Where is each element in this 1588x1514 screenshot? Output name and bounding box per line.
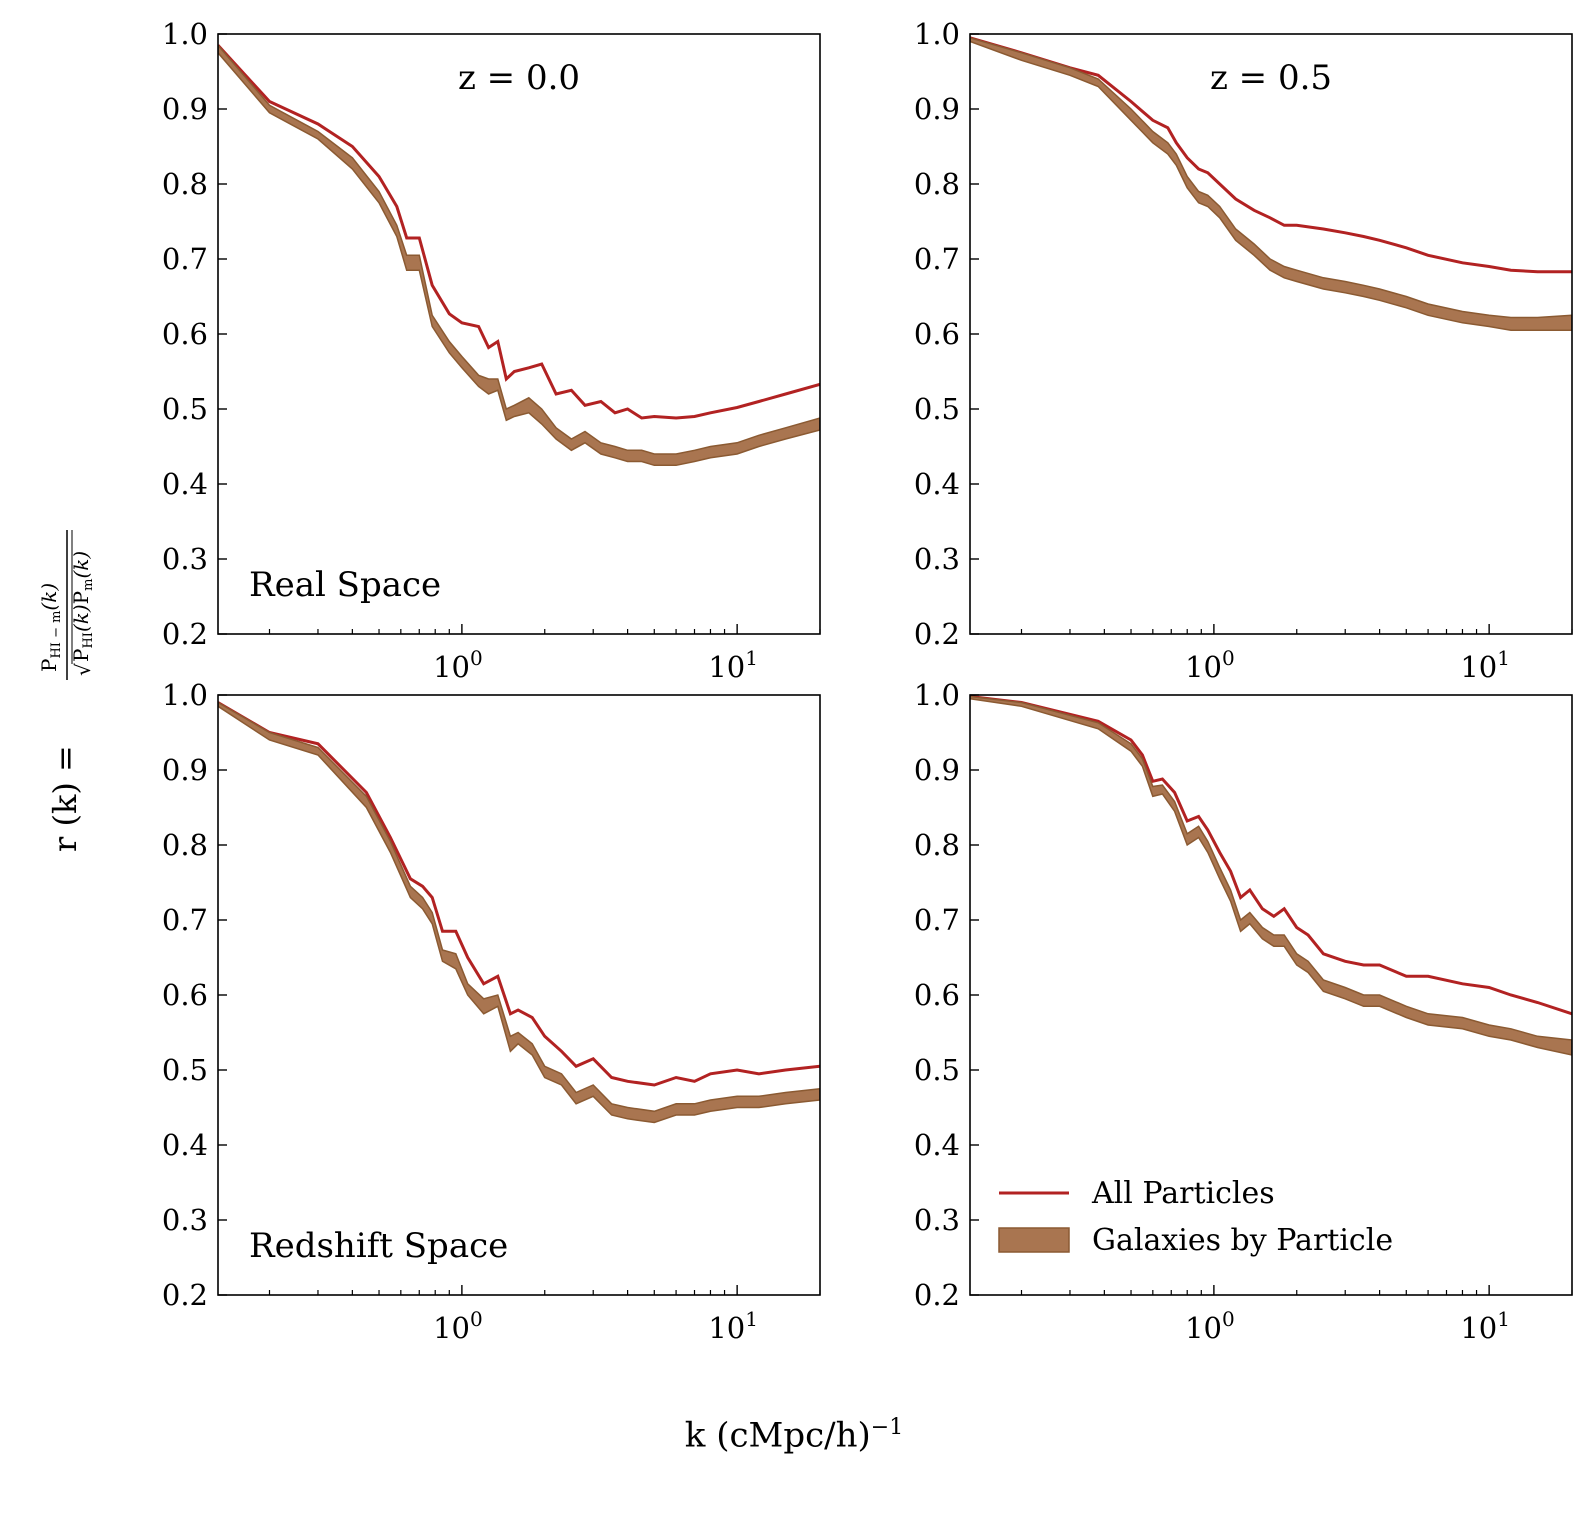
y-tick-label: 1.0: [162, 17, 208, 51]
y-tick-label: 0.3: [162, 1203, 208, 1237]
y-tick-label: 0.2: [162, 617, 208, 651]
y-tick-label: 0.3: [914, 542, 960, 576]
y-tick-label: 0.7: [162, 903, 208, 937]
redshift-annotation: z = 0.0: [458, 58, 580, 98]
legend-swatch-galaxies-by-particle: [998, 1227, 1070, 1253]
y-tick-label: 0.9: [162, 753, 208, 787]
y-tick-label: 1.0: [914, 17, 960, 51]
axes-frame: [969, 33, 1573, 635]
y-tick-label: 1.0: [162, 678, 208, 712]
y-tick-label: 0.5: [162, 1053, 208, 1087]
series-line-all-particles: [970, 695, 1572, 1016]
y-label-den-k2: (k): [69, 551, 93, 579]
y-label-prefix: r (k) =: [46, 745, 84, 852]
series-line-all-particles: [970, 36, 1572, 274]
axes-frame: [217, 33, 821, 635]
y-label-den-k1: (k): [69, 604, 93, 632]
y-label-den-p2: P: [69, 591, 93, 604]
x-tick-label: 101: [1460, 646, 1510, 684]
y-tick-label: 0.9: [914, 92, 960, 126]
svg-text:PHI − m(k): PHI − m(k): [37, 583, 64, 672]
y-tick-label: 0.7: [914, 903, 960, 937]
y-tick-label: 0.8: [162, 828, 208, 862]
y-tick-label: 0.3: [162, 542, 208, 576]
x-axis-label: k (cMpc/h)−1: [0, 1415, 1588, 1455]
y-tick-label: 0.2: [162, 1278, 208, 1312]
panel-top-right: 0.2 0.3 0.4 0.5 0.6 0.7 0.8 0.9 1.0 100 101 z = 0.5: [914, 17, 1573, 684]
y-tick-label: 0.2: [914, 617, 960, 651]
y-axis-label: r (k) = PHI − m(k) √ PHI(k)Pm(k): [18, 500, 108, 860]
y-tick-label: 0.8: [162, 167, 208, 201]
legend-label-all-particles: All Particles: [1091, 1176, 1275, 1211]
x-tick-label: 101: [708, 646, 758, 684]
legend-label-galaxies-by-particle: Galaxies by Particle: [1092, 1223, 1393, 1258]
y-tick-label: 0.6: [914, 978, 960, 1012]
series-band-galaxies-by-particle: [970, 37, 1572, 332]
x-tick-label: 100: [433, 646, 483, 684]
x-tick-label: 100: [1185, 1307, 1235, 1345]
y-label-den-p1: P: [69, 649, 93, 662]
axes-frame: [217, 694, 821, 1296]
series-band-galaxies-by-particle: [218, 44, 820, 467]
y-tick-label: 0.9: [914, 753, 960, 787]
legend: All Particles Galaxies by Particle: [998, 1176, 1393, 1258]
y-label-num-k: (k): [37, 583, 61, 611]
space-annotation: Redshift Space: [249, 1226, 508, 1266]
x-tick-label: 100: [1185, 646, 1235, 684]
panel-top-left: 0.2 0.3 0.4 0.5 0.6 0.7 0.8 0.9 1.0 100 101 z = 0.0…: [162, 17, 821, 684]
y-label-sqrt: √: [71, 663, 95, 676]
y-tick-label: 0.4: [162, 1128, 208, 1162]
y-tick-label: 0.4: [914, 467, 960, 501]
x-label-text: k (cMpc/h): [684, 1415, 871, 1456]
redshift-annotation: z = 0.5: [1210, 58, 1332, 98]
svg-text:PHI(k)Pm(k): PHI(k)Pm(k): [69, 551, 96, 662]
y-tick-label: 0.3: [914, 1203, 960, 1237]
y-tick-label: 0.6: [162, 978, 208, 1012]
x-tick-label: 100: [433, 1307, 483, 1345]
y-tick-label: 0.5: [914, 392, 960, 426]
x-tick-label: 101: [708, 1307, 758, 1345]
y-tick-label: 1.0: [914, 678, 960, 712]
series-band-galaxies-by-particle: [970, 695, 1572, 1056]
y-tick-label: 0.4: [914, 1128, 960, 1162]
y-label-num-sub: HI − m: [49, 611, 64, 659]
y-tick-label: 0.4: [162, 467, 208, 501]
series-band-galaxies-by-particle: [218, 701, 820, 1124]
y-tick-label: 0.7: [914, 242, 960, 276]
y-label-den-sub1: HI: [81, 632, 96, 648]
y-tick-label: 0.8: [914, 167, 960, 201]
y-tick-label: 0.6: [162, 317, 208, 351]
y-label-num-p: P: [37, 659, 61, 672]
series-line-all-particles: [218, 44, 820, 420]
y-tick-label: 0.2: [914, 1278, 960, 1312]
panel-bottom-right: 0.2 0.3 0.4 0.5 0.6 0.7 0.8 0.9 1.0 100 101 All Par…: [914, 678, 1573, 1345]
series-line-all-particles: [218, 701, 820, 1087]
x-label-exponent: −1: [870, 1415, 904, 1440]
y-tick-label: 0.8: [914, 828, 960, 862]
y-tick-label: 0.5: [162, 392, 208, 426]
y-tick-label: 0.9: [162, 92, 208, 126]
panel-bottom-left: 0.2 0.3 0.4 0.5 0.6 0.7 0.8 0.9 1.0 100 101 Redshif…: [162, 678, 821, 1345]
y-label-den-sub2: m: [81, 579, 96, 591]
y-tick-label: 0.5: [914, 1053, 960, 1087]
x-tick-label: 101: [1460, 1307, 1510, 1345]
y-tick-label: 0.7: [162, 242, 208, 276]
space-annotation: Real Space: [249, 565, 441, 605]
y-tick-label: 0.6: [914, 317, 960, 351]
